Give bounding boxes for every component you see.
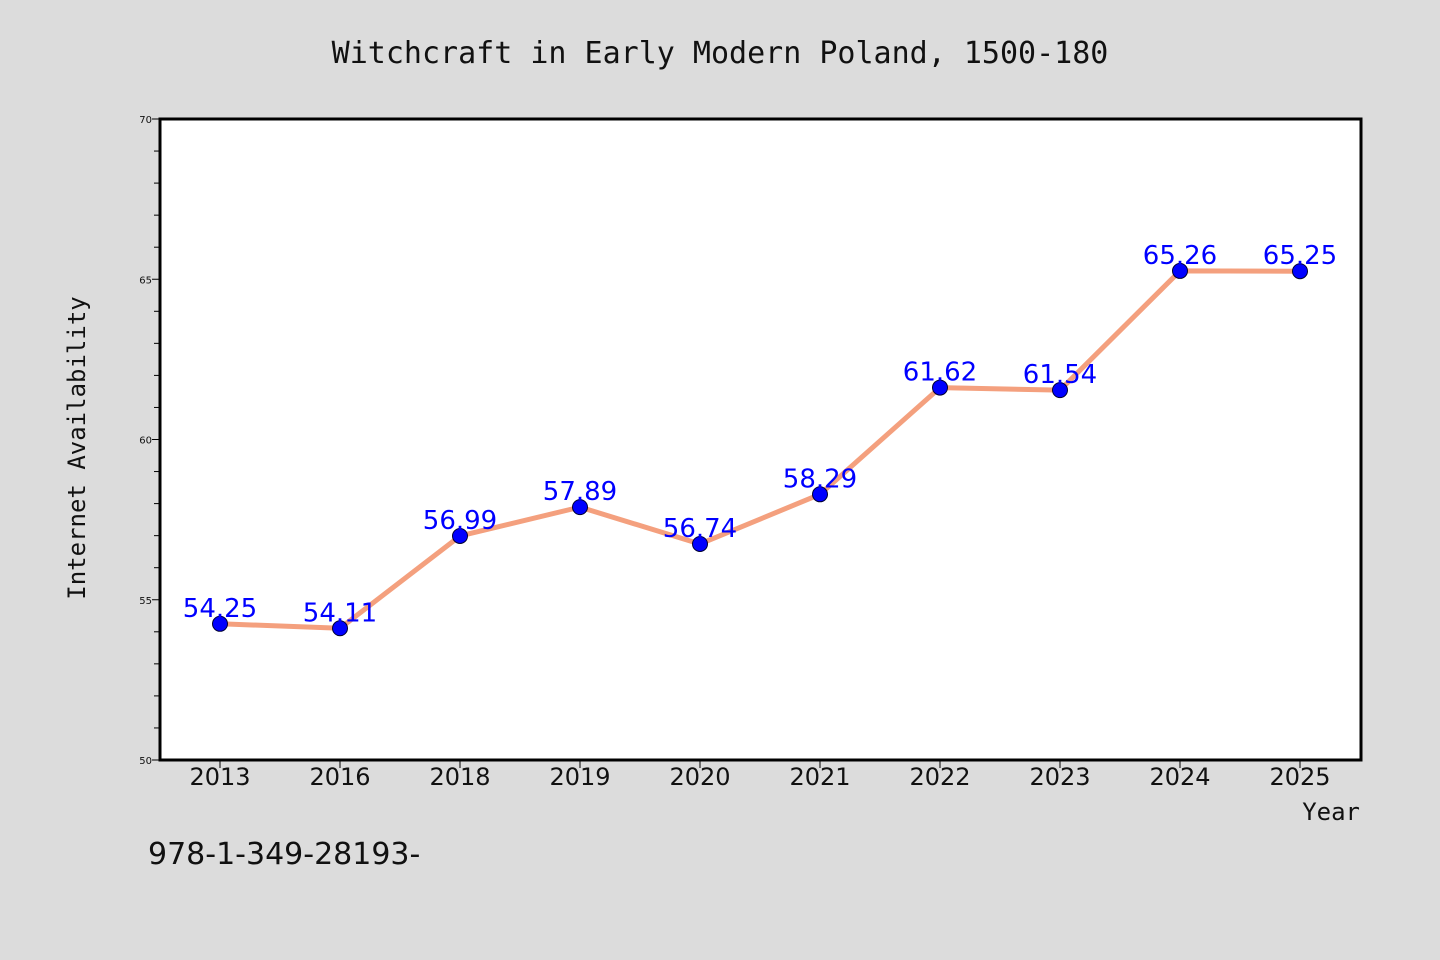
x-tick-label: 2021 [789,763,850,791]
data-point [572,499,588,516]
data-point [452,527,468,544]
y-tick-label: 60 [139,436,152,447]
y-tick-label: 50 [139,756,152,767]
data-label: 61.54 [1023,360,1097,390]
series-line [217,268,1303,631]
data-label: 54.11 [303,598,377,628]
y-tick-label: 55 [139,596,152,607]
footer-code: 978-1-349-28193- [148,837,420,872]
data-point [1292,263,1308,280]
x-tick-label: 2025 [1269,763,1330,791]
x-tick-label: 2016 [309,763,370,791]
data-label: 65.26 [1143,241,1217,271]
x-tick-label: 2018 [429,763,490,791]
data-point [212,615,228,632]
data-label: 56.99 [423,506,497,536]
data-label: 57.89 [543,477,617,507]
y-axis: 50 55 60 65 70 [139,115,160,767]
chart-title: Witchcraft in Early Modern Poland, 1500-… [332,36,1109,71]
x-axis: 2013 2016 2018 2019 2020 2021 2022 2023 2024 2025 [189,760,1331,791]
data-point [692,535,708,552]
data-point [812,486,828,503]
data-label: 65.25 [1263,241,1337,271]
x-tick-label: 2023 [1029,763,1090,791]
plot-area [158,117,1363,762]
x-tick-label: 2022 [909,763,970,791]
data-point [932,379,948,396]
y-tick-label: 70 [139,115,152,126]
data-label: 56.74 [663,514,737,544]
x-tick-label: 2024 [1149,763,1210,791]
data-label: 58.29 [783,464,857,494]
data-labels: 54.25 54.11 56.99 57.89 56.74 58.29 61.62 61.54… [183,241,1337,628]
x-axis-title: Year [1302,798,1360,826]
data-point [1172,262,1188,279]
y-tick-label: 65 [139,275,152,286]
x-tick-label: 2020 [669,763,730,791]
data-label: 61.62 [903,358,977,388]
data-point [1052,382,1068,399]
data-label: 54.25 [183,594,257,624]
series-layer [212,262,1308,637]
data-point [332,620,348,637]
x-tick-label: 2013 [189,763,250,791]
y-axis-title: Internet Availability [63,296,91,599]
x-tick-label: 2019 [549,763,610,791]
